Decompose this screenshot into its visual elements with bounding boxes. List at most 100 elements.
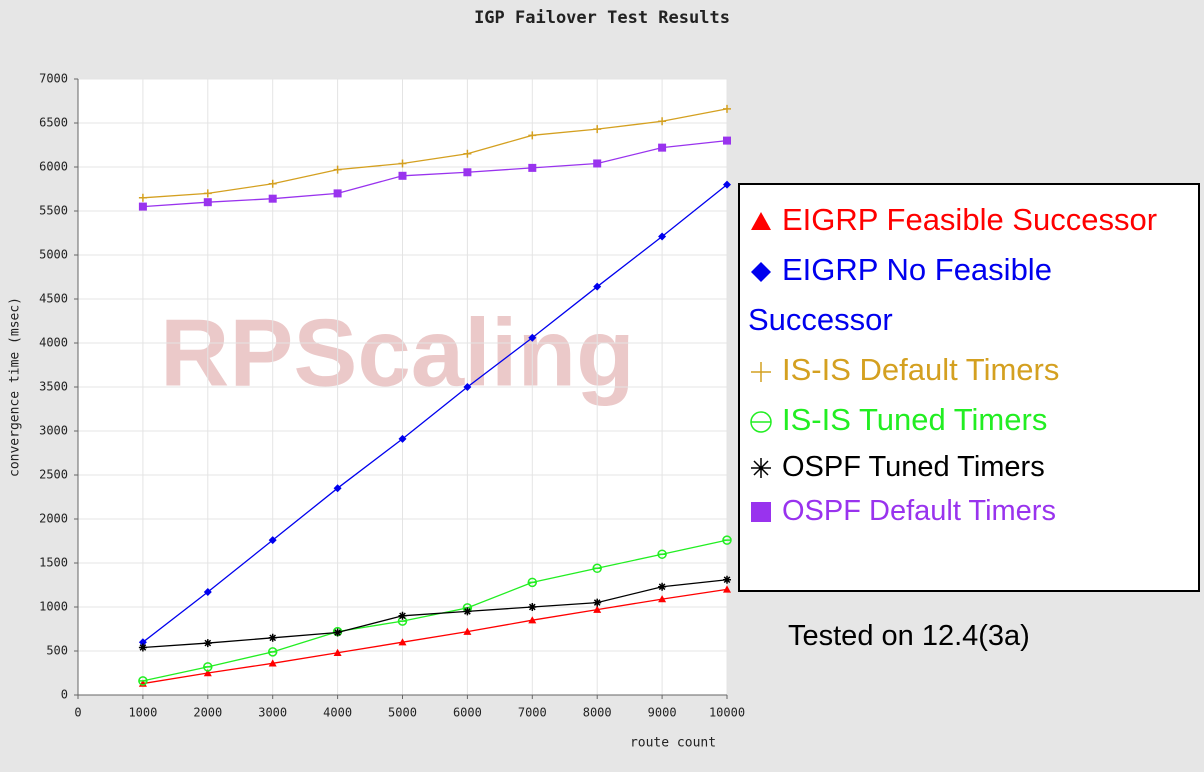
legend-symbol bbox=[751, 211, 771, 230]
marker bbox=[723, 180, 731, 189]
marker bbox=[750, 411, 772, 433]
legend-entry: IS-IS Tuned Timers bbox=[748, 395, 1190, 445]
marker bbox=[722, 535, 732, 545]
legend-label: IS-IS Tuned Timers bbox=[782, 402, 1048, 437]
marker bbox=[203, 198, 212, 207]
x-tick-label: 7000 bbox=[518, 706, 547, 720]
marker bbox=[138, 638, 147, 647]
series-line bbox=[142, 184, 728, 643]
marker bbox=[751, 502, 771, 523]
legend-entry: OSPF Tuned Timers bbox=[748, 445, 1190, 489]
marker bbox=[333, 628, 342, 637]
marker bbox=[268, 633, 277, 642]
marker bbox=[723, 136, 731, 145]
marker bbox=[527, 577, 538, 588]
x-tick-label: 3000 bbox=[258, 706, 287, 720]
marker bbox=[138, 193, 147, 202]
x-tick-label: 5000 bbox=[388, 706, 417, 720]
marker bbox=[658, 595, 667, 603]
x-tick-label: 2000 bbox=[193, 706, 222, 720]
legend-label: EIGRP Feasible Successor bbox=[782, 202, 1158, 237]
marker bbox=[203, 669, 212, 677]
series-line bbox=[142, 539, 728, 682]
annotation: Tested on 12.4(3a) bbox=[788, 620, 1030, 652]
y-tick-label: 6500 bbox=[39, 116, 68, 130]
x-tick-label: 4000 bbox=[323, 706, 352, 720]
marker bbox=[138, 676, 148, 686]
marker bbox=[463, 168, 472, 177]
series-line bbox=[142, 588, 728, 685]
marker bbox=[723, 104, 731, 113]
marker bbox=[203, 662, 213, 672]
marker bbox=[138, 202, 147, 211]
y-tick-label: 1000 bbox=[39, 600, 68, 614]
marker bbox=[398, 434, 407, 443]
marker bbox=[723, 575, 731, 584]
legend-symbol bbox=[750, 411, 772, 433]
x-tick-label: 8000 bbox=[583, 706, 612, 720]
marker bbox=[723, 585, 731, 593]
marker bbox=[528, 163, 537, 172]
marker bbox=[203, 639, 212, 648]
marker bbox=[203, 189, 212, 198]
x-axis-label: route count bbox=[630, 736, 716, 751]
marker bbox=[333, 189, 342, 198]
marker bbox=[463, 627, 472, 635]
marker bbox=[267, 647, 278, 657]
marker bbox=[463, 607, 472, 616]
marker bbox=[333, 484, 342, 493]
legend-label: IS-IS Default Timers bbox=[782, 352, 1060, 387]
y-tick-label: 2000 bbox=[39, 512, 68, 526]
marker bbox=[528, 131, 537, 140]
marker bbox=[593, 282, 602, 291]
marker bbox=[268, 536, 277, 545]
y-tick-label: 6000 bbox=[39, 160, 68, 174]
series-line bbox=[142, 139, 728, 208]
marker bbox=[398, 159, 407, 168]
marker bbox=[463, 383, 472, 391]
y-axis-label: convergence time (msec) bbox=[8, 297, 23, 477]
marker bbox=[528, 616, 537, 624]
legend-entry: IS-IS Default Timers bbox=[748, 345, 1190, 395]
marker bbox=[397, 616, 408, 626]
legend-entry: EIGRP No Feasible Successor bbox=[748, 245, 1190, 345]
y-tick-label: 0 bbox=[61, 688, 68, 702]
marker bbox=[138, 643, 147, 652]
marker bbox=[751, 361, 771, 382]
legend-entry: EIGRP Feasible Successor bbox=[748, 195, 1190, 245]
marker bbox=[751, 458, 771, 479]
marker bbox=[528, 333, 537, 342]
marker bbox=[658, 143, 667, 152]
marker bbox=[398, 171, 407, 180]
legend-symbol bbox=[751, 361, 771, 382]
marker bbox=[463, 149, 472, 158]
legend-entry: OSPF Default Timers bbox=[748, 489, 1190, 533]
y-tick-label: 3500 bbox=[39, 380, 68, 394]
marker bbox=[398, 638, 407, 646]
y-tick-label: 7000 bbox=[39, 72, 68, 86]
marker bbox=[751, 261, 771, 282]
marker bbox=[333, 165, 342, 174]
x-tick-label: 6000 bbox=[453, 706, 482, 720]
x-tick-label: 1000 bbox=[128, 706, 157, 720]
marker bbox=[398, 611, 407, 620]
y-tick-label: 3000 bbox=[39, 424, 68, 438]
series-line bbox=[142, 579, 728, 649]
x-tick-label: 9000 bbox=[648, 706, 677, 720]
marker bbox=[203, 588, 212, 597]
marker bbox=[528, 603, 537, 611]
marker bbox=[592, 563, 602, 574]
marker bbox=[593, 159, 602, 168]
x-tick-label: 0 bbox=[74, 706, 81, 720]
marker bbox=[593, 125, 602, 134]
marker bbox=[751, 211, 771, 230]
legend-symbol bbox=[751, 458, 771, 479]
y-tick-label: 4000 bbox=[39, 336, 68, 350]
y-tick-label: 4500 bbox=[39, 292, 68, 306]
watermark: RPScaling bbox=[160, 299, 635, 406]
y-tick-label: 5500 bbox=[39, 204, 68, 218]
legend-symbol bbox=[751, 261, 771, 282]
legend-label: EIGRP No Feasible Successor bbox=[748, 252, 1052, 337]
